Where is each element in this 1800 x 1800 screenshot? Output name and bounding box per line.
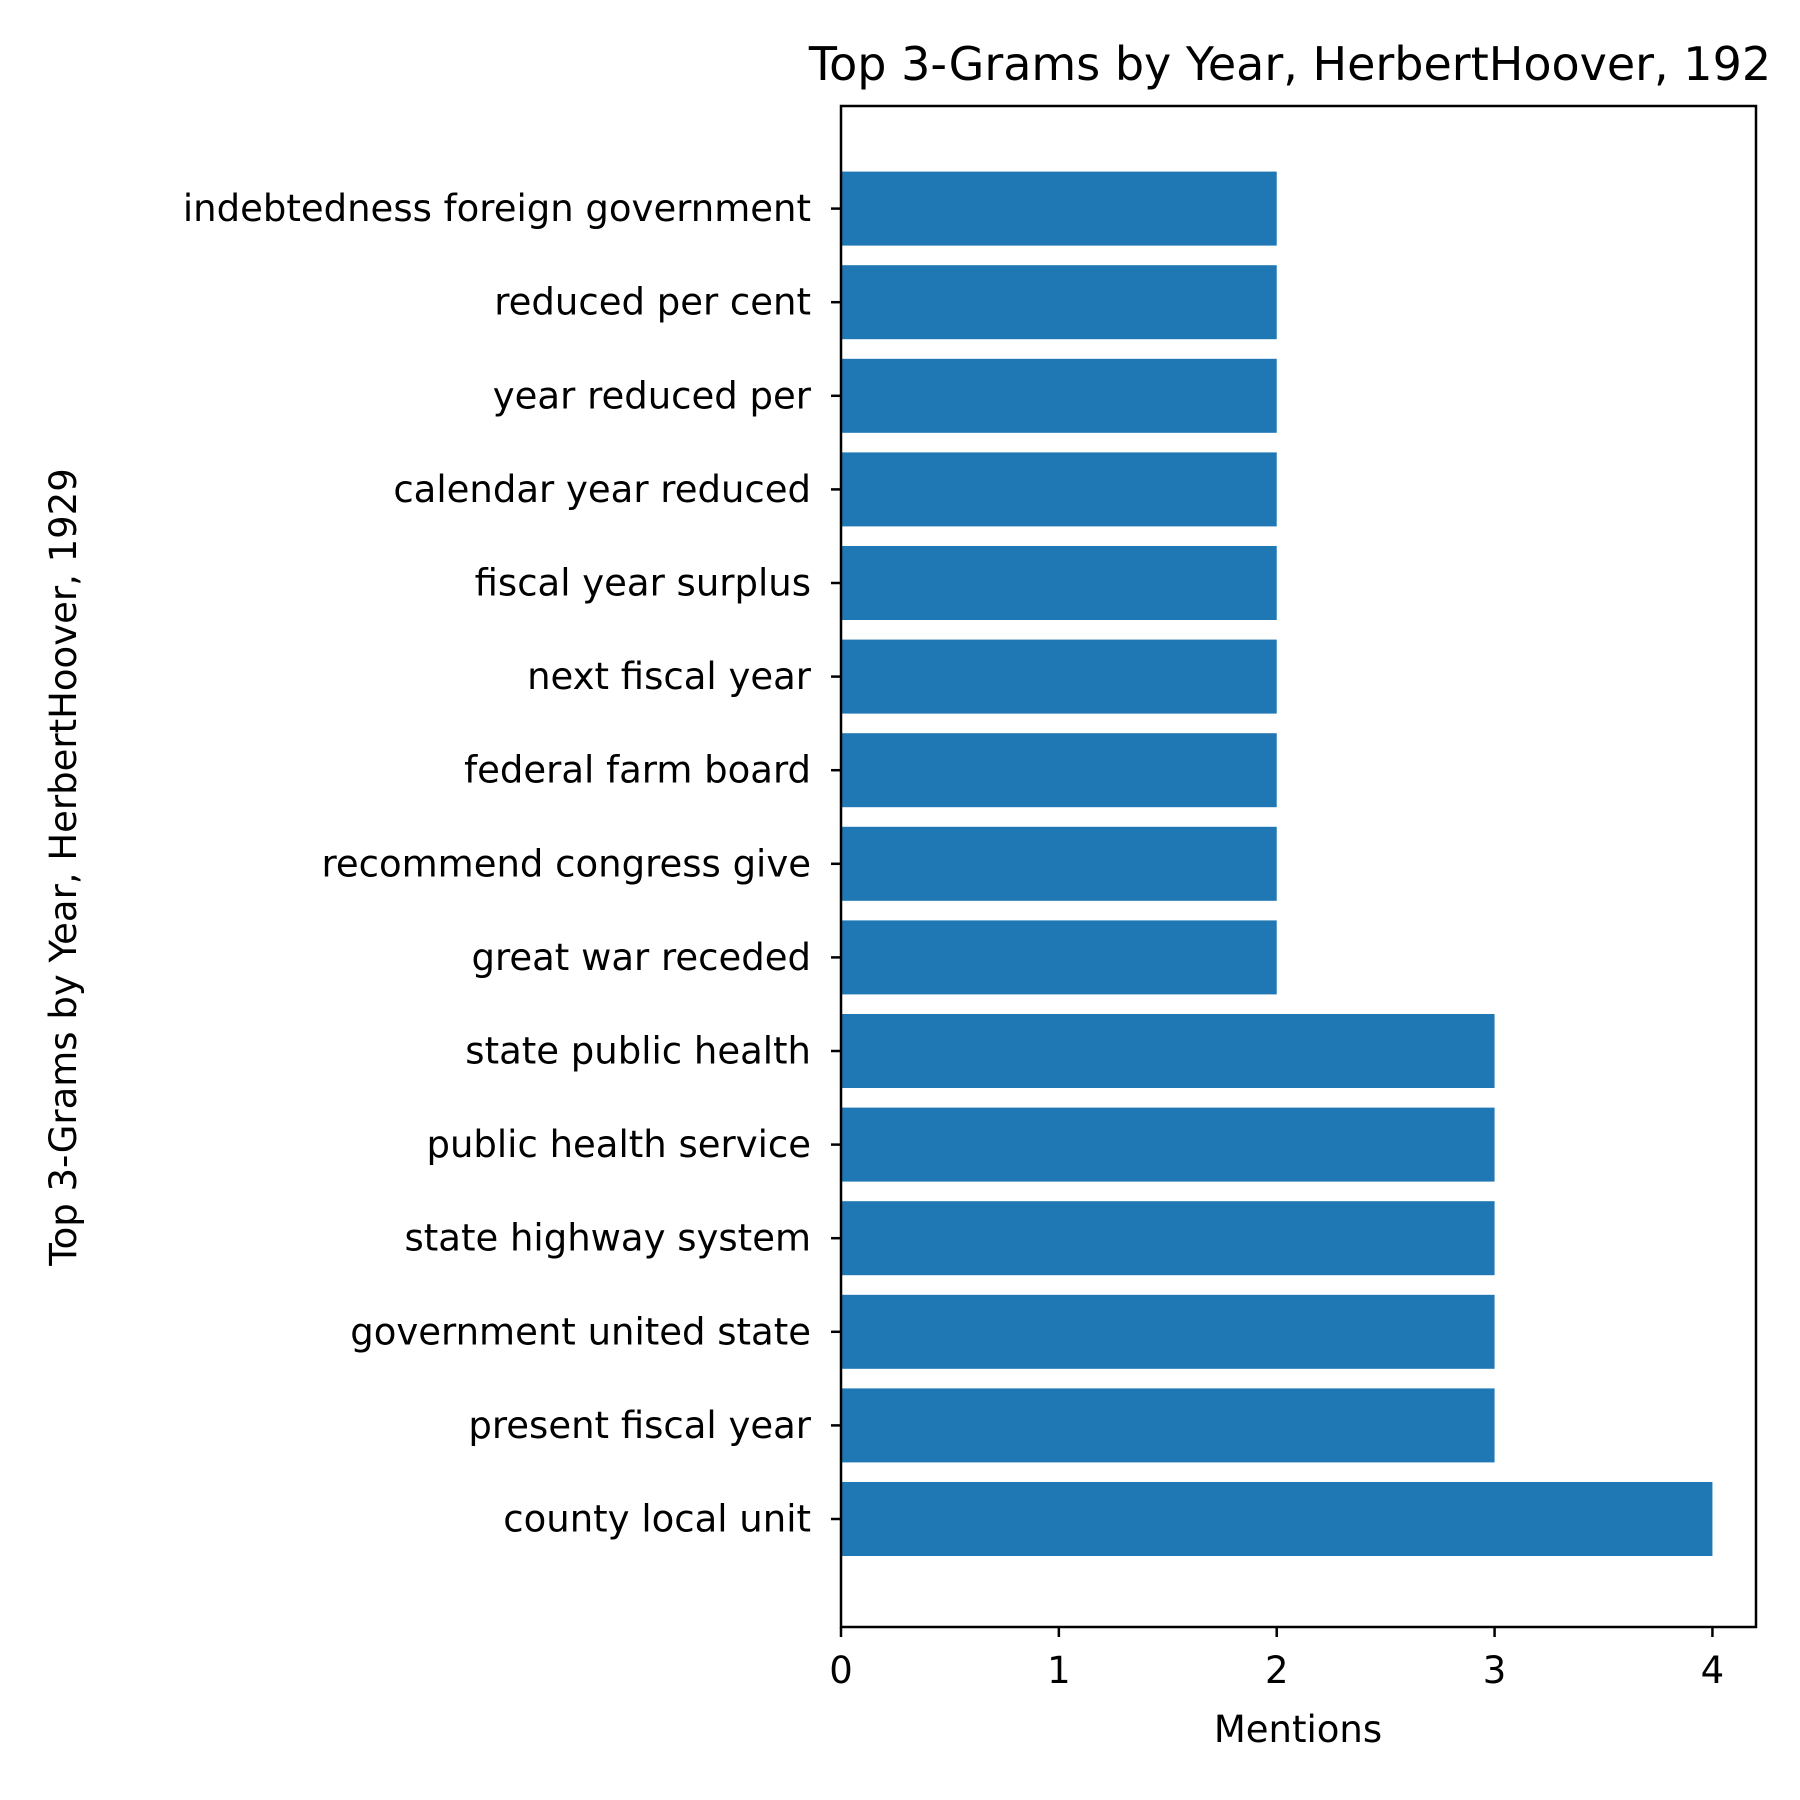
bar-state-public-health xyxy=(841,1014,1495,1088)
x-tick-label: 3 xyxy=(1483,1649,1507,1692)
y-tick-label: year reduced per xyxy=(493,374,812,417)
y-tick-label: present fiscal year xyxy=(468,1404,811,1447)
bar-next-fiscal-year xyxy=(841,639,1277,714)
y-tick-label: government united state xyxy=(350,1310,811,1353)
y-tick-label: recommend congress give xyxy=(321,842,811,885)
chart-title: Top 3-Grams by Year, HerbertHoover, 192 xyxy=(808,37,1771,91)
x-axis-label: Mentions xyxy=(1214,1708,1382,1751)
y-tick-label: calendar year reduced xyxy=(393,468,811,511)
bar-calendar-year-reduced xyxy=(841,452,1277,527)
bars-group xyxy=(841,171,1713,1556)
x-tick-label: 0 xyxy=(829,1649,853,1692)
x-tick-label: 2 xyxy=(1265,1649,1289,1692)
y-tick-label: state public health xyxy=(465,1030,811,1073)
bar-fiscal-year-surplus xyxy=(841,546,1277,620)
x-tick-label: 1 xyxy=(1047,1649,1071,1692)
bar-year-reduced-per xyxy=(841,358,1277,433)
y-tick-label: federal farm board xyxy=(464,749,811,792)
bar-county-local-unit xyxy=(841,1482,1713,1556)
x-ticks: 0 1 2 3 4 xyxy=(829,1627,1724,1692)
y-tick-label: county local unit xyxy=(503,1498,811,1541)
bar-public-health-service xyxy=(841,1107,1495,1182)
plot-frame xyxy=(839,104,1758,1629)
y-tick-label: indebtedness foreign government xyxy=(183,187,811,230)
bar-great-war-receded xyxy=(841,920,1277,995)
y-tick-label: public health service xyxy=(426,1123,811,1166)
bar-indebtedness-foreign-government xyxy=(841,171,1277,246)
bar-reduced-per-cent xyxy=(841,265,1277,340)
x-tick-label: 4 xyxy=(1701,1649,1725,1692)
y-ticks: county local unit present fiscal year gove… xyxy=(183,187,841,1541)
bar-recommend-congress-give xyxy=(841,826,1277,901)
bar-state-highway-system xyxy=(841,1201,1495,1276)
bar-government-united-state xyxy=(841,1294,1495,1369)
y-tick-label: state highway system xyxy=(404,1217,811,1260)
y-tick-label: reduced per cent xyxy=(494,281,811,324)
y-tick-label: fiscal year surplus xyxy=(475,562,811,605)
y-axis-label: Top 3-Grams by Year, HerbertHoover, 1929 xyxy=(42,468,85,1267)
y-tick-label: great war receded xyxy=(471,936,811,979)
bar-present-fiscal-year xyxy=(841,1388,1495,1463)
bar-federal-farm-board xyxy=(841,733,1277,808)
y-tick-label: next fiscal year xyxy=(527,655,812,698)
